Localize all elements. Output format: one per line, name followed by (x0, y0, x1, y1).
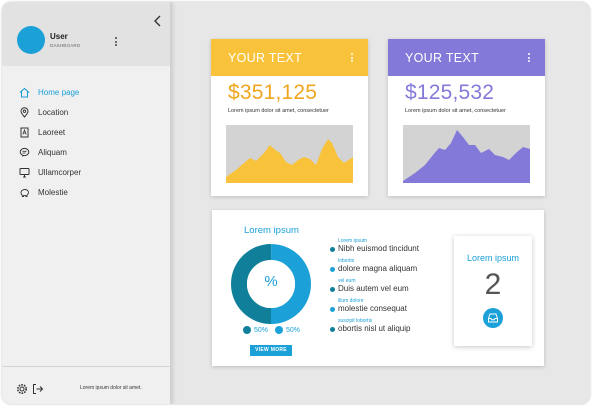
card-header: YOUR TEXT (388, 39, 545, 76)
card-value: $351,125 (228, 81, 318, 104)
legend-label: 50% (286, 326, 301, 334)
list-item-text: Nibh euismod tincidunt (338, 244, 419, 253)
bullet (330, 267, 335, 272)
sidebar-item-label: Aliquam (38, 147, 67, 157)
bullet (330, 247, 335, 252)
area-chart (226, 125, 353, 183)
list-item-category: vel eum (338, 278, 356, 284)
stat-card-yellow: YOUR TEXT $351,125 Lorem ipsum dolor sit… (211, 39, 368, 196)
panel-title: Lorem ipsum (244, 225, 299, 236)
gear-icon[interactable] (16, 382, 28, 394)
sidebar-item-label: Laoreet (38, 127, 66, 137)
footer-text: Lorem ipsum dolor sit amet. (80, 385, 142, 391)
legend-item: 50% (275, 326, 300, 334)
card-header: YOUR TEXT (211, 39, 368, 76)
sidebar-header: User DASHBOARD (2, 2, 170, 66)
sidebar-item-ullamcorper[interactable]: Ullamcorper (18, 162, 168, 182)
sidebar-item-label: Ullamcorper (38, 167, 82, 177)
monitor-icon (18, 166, 30, 178)
card-value: $125,532 (405, 81, 495, 104)
view-more-button[interactable]: VIEW MORE (250, 345, 292, 356)
logout-icon[interactable] (32, 382, 44, 394)
counter-value: 2 (484, 268, 502, 301)
list-item-category: lobortis (338, 258, 355, 264)
inbox-button[interactable] (483, 308, 503, 328)
sidebar: User DASHBOARD Home page Location Laoree… (2, 2, 171, 404)
card-menu-icon[interactable] (351, 53, 354, 64)
avatar[interactable] (17, 26, 45, 54)
user-name: User (50, 32, 68, 41)
area-chart (403, 125, 530, 183)
list-item-text: molestie consequat (338, 304, 407, 313)
user-role: DASHBOARD (50, 43, 81, 48)
list-item-category: Lorem ipsum (338, 238, 367, 244)
legend-item: 50% (243, 326, 268, 334)
card-description: Lorem ipsum dolor sit amet, consectetuer (405, 108, 506, 114)
sidebar-footer: Lorem ipsum dolor sit amet. (2, 366, 170, 404)
card-menu-icon[interactable] (528, 53, 531, 64)
counter-title: Lorem ipsum (466, 253, 520, 263)
home-icon (18, 86, 30, 98)
stat-card-purple: YOUR TEXT $125,532 Lorem ipsum dolor sit… (388, 39, 545, 196)
legend-label: 50% (254, 326, 269, 334)
area-series (403, 130, 530, 183)
sidebar-item-label: Home page (38, 87, 80, 97)
sidebar-item-aliquam[interactable]: Aliquam (18, 142, 168, 162)
collapse-sidebar-icon[interactable] (153, 14, 162, 27)
donut-segment-2 (231, 244, 311, 324)
card-title: YOUR TEXT (405, 51, 480, 65)
legend-swatch (243, 326, 251, 334)
area-series (226, 139, 353, 183)
sidebar-item-molestie[interactable]: Molestie (18, 182, 168, 202)
legend-swatch (275, 326, 283, 334)
card-description: Lorem ipsum dolor sit amet, consectetuer (228, 108, 329, 114)
donut-chart: % (230, 243, 312, 330)
inbox-icon (488, 313, 498, 323)
location-pin-icon (18, 106, 30, 118)
list-item-text: Duis autem vel eum (338, 284, 409, 293)
sidebar-item-home[interactable]: Home page (18, 82, 168, 102)
list-item-text: obortis nisl ut aliquip (338, 324, 411, 333)
list-item-category: illum dolore (338, 298, 364, 304)
sidebar-item-label: Molestie (38, 187, 68, 197)
sidebar-item-label: Location (38, 107, 69, 117)
summary-panel: Lorem ipsum % 50% 50% VIEW MORE Lorem ip… (212, 210, 544, 366)
list-item-category: suscipit lobortis (338, 318, 373, 324)
list-item-text: dolore magna aliquam (338, 264, 418, 273)
chat-icon (18, 146, 30, 158)
sidebar-nav: Home page Location Laoreet Aliquam Ullam… (18, 82, 168, 202)
bullet (330, 287, 335, 292)
counter-card: Lorem ipsum 2 (454, 236, 532, 346)
sidebar-item-location[interactable]: Location (18, 102, 168, 122)
sidebar-item-laoreet[interactable]: Laoreet (18, 122, 168, 142)
more-options-icon[interactable] (115, 37, 118, 48)
piggy-bank-icon (18, 186, 30, 198)
card-title: YOUR TEXT (228, 51, 303, 65)
document-icon (18, 126, 30, 138)
bullet (330, 307, 335, 312)
donut-center-label: % (264, 273, 278, 290)
bullet (330, 327, 335, 332)
